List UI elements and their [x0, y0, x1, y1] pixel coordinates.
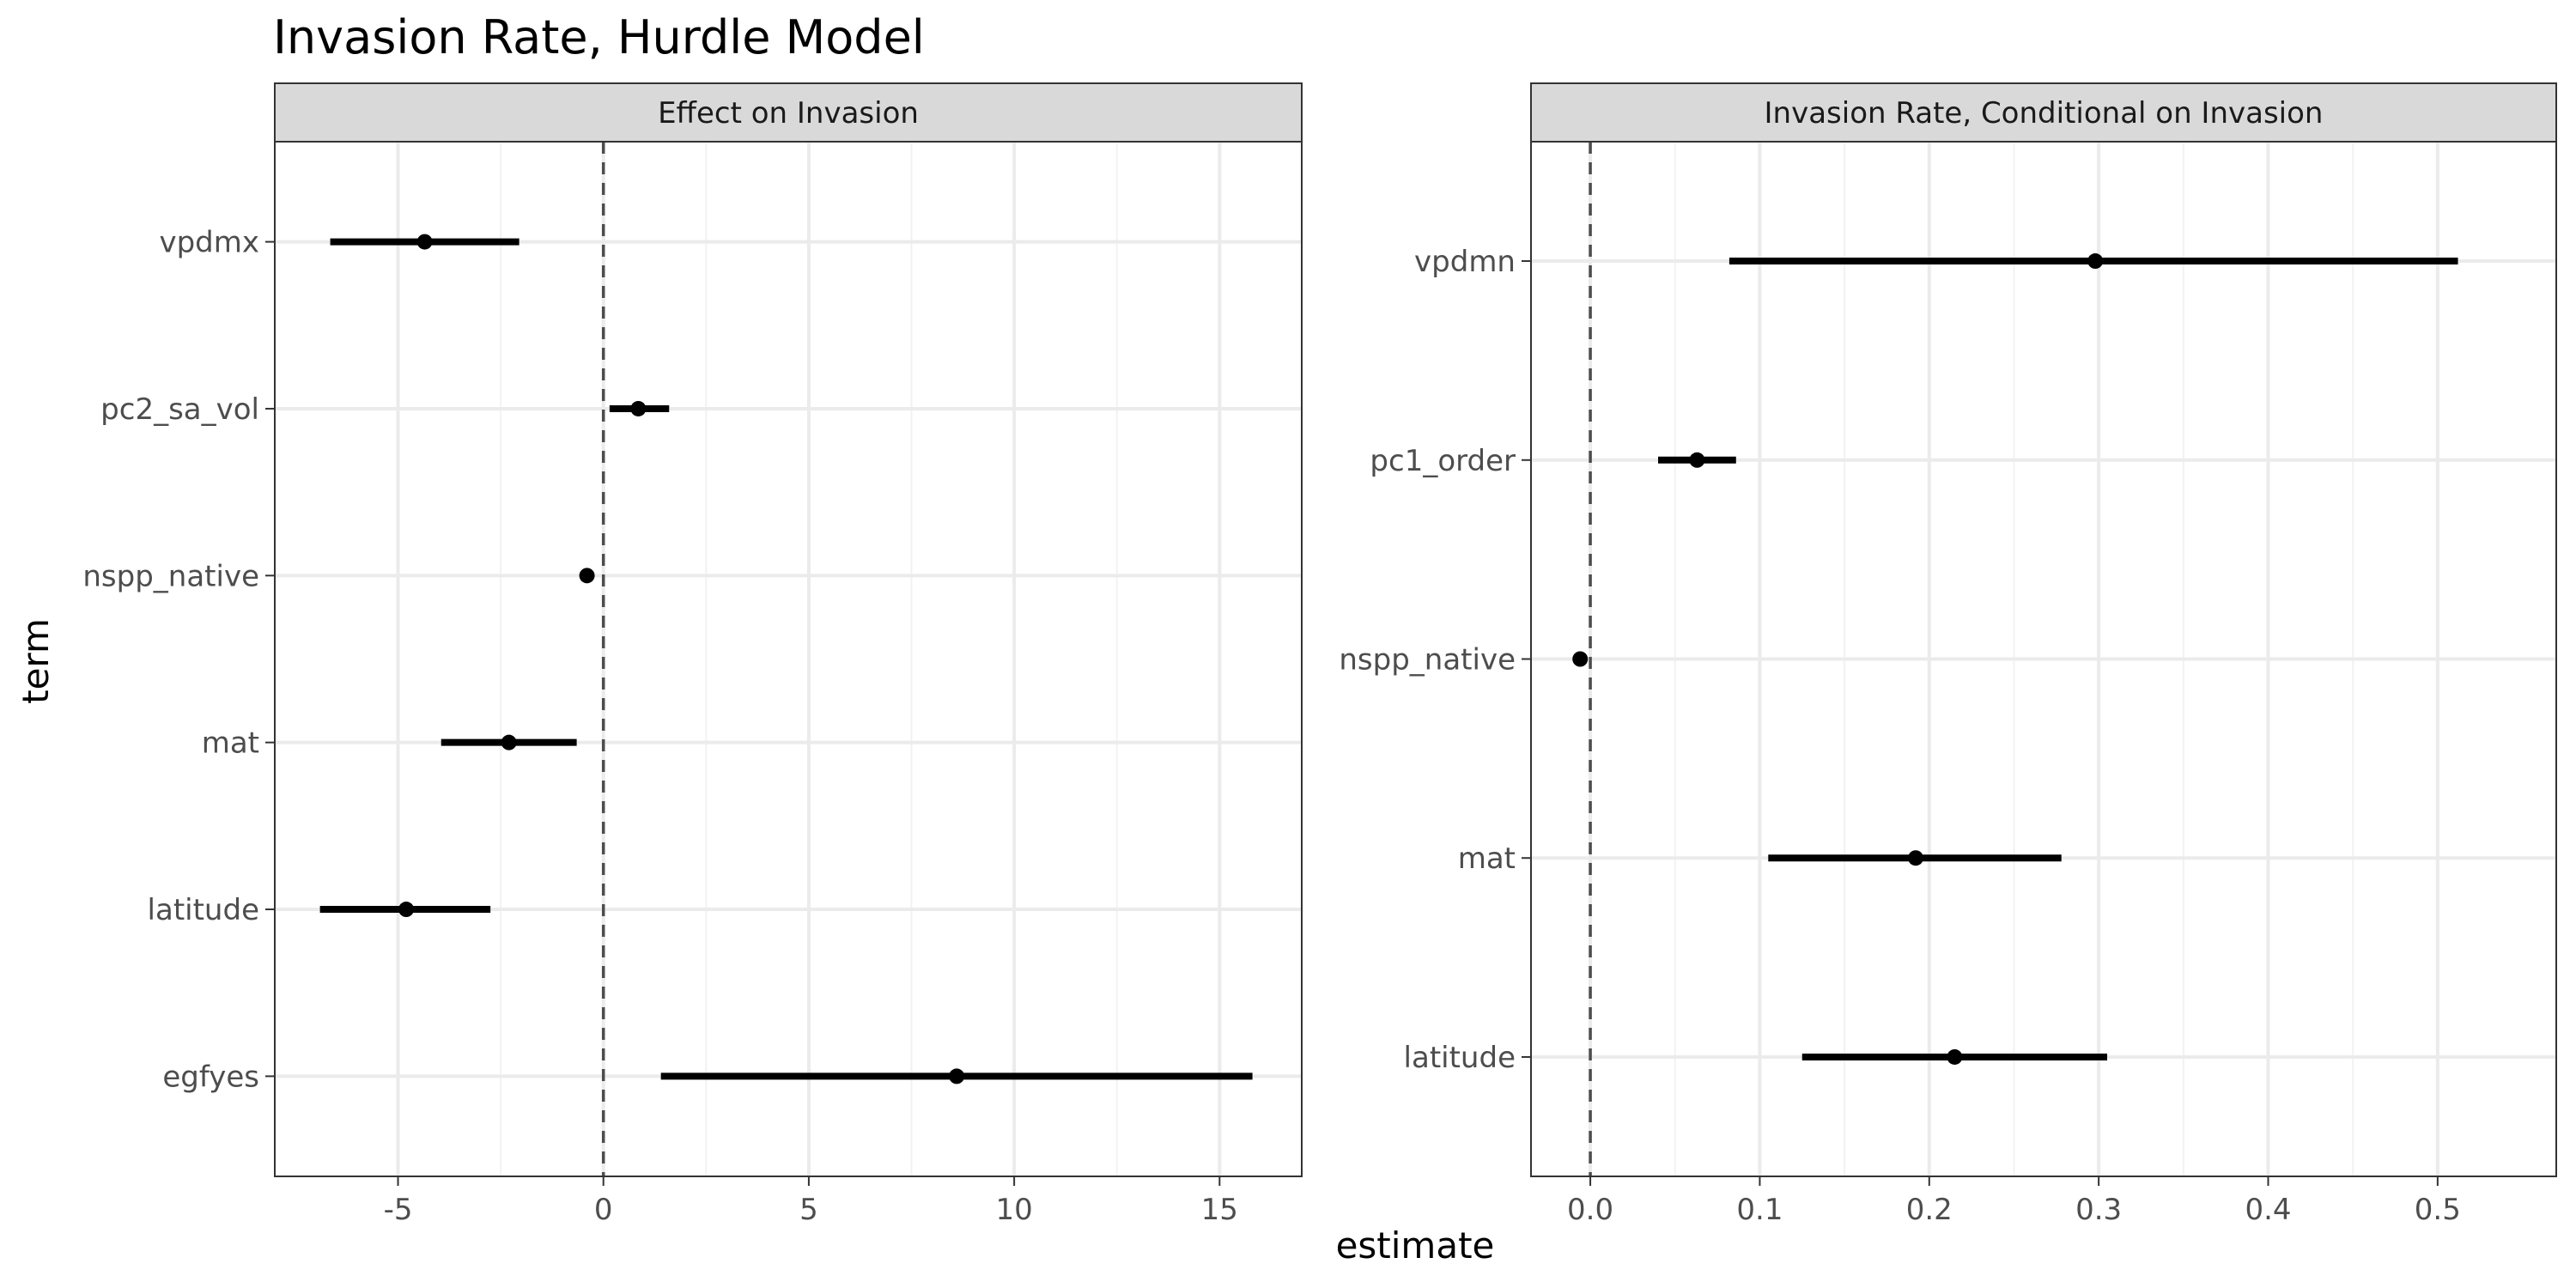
x-tick-label: 5 — [799, 1193, 818, 1227]
y-tick-label: mat — [202, 726, 259, 761]
y-tick-label: nspp_native — [1339, 643, 1516, 677]
y-tick-label: latitude — [148, 893, 259, 927]
x-tick-label: 0.0 — [1567, 1193, 1613, 1227]
facet-strip — [1530, 82, 2557, 143]
estimate-point — [630, 400, 647, 416]
estimate-point — [2087, 253, 2104, 270]
estimate-point — [1689, 452, 1705, 468]
x-tick-label: 10 — [995, 1193, 1032, 1227]
panel-left: Effect on Invasion egfyes latitude mat nspp_… — [82, 82, 1303, 1227]
y-tick-label: mat — [1458, 841, 1516, 876]
y-tick-label: vpdmn — [1414, 245, 1516, 279]
estimate-point — [1572, 651, 1589, 667]
y-tick-label: egfyes — [162, 1060, 259, 1094]
x-tick-label: 0.2 — [1906, 1193, 1953, 1227]
estimate-point — [579, 568, 595, 584]
y-tick-label: pc2_sa_vol — [100, 392, 259, 427]
estimate-point — [501, 734, 517, 750]
estimate-point — [1947, 1048, 1963, 1065]
x-axis-title: estimate — [1336, 1224, 1495, 1267]
chart-title: Invasion Rate, Hurdle Model — [273, 10, 925, 64]
x-tick-label: 0.1 — [1736, 1193, 1783, 1227]
facet-strip-label: Effect on Invasion — [658, 96, 919, 131]
facet-panels: Effect on Invasion egfyes latitude mat nspp_… — [82, 82, 2557, 1227]
x-tick-label: 0.3 — [2075, 1193, 2122, 1227]
y-tick-label: vpdmx — [159, 226, 259, 260]
estimate-point — [1907, 850, 1923, 866]
y-axis-title: term — [15, 618, 57, 704]
estimate-point — [398, 902, 415, 918]
facet-strip — [274, 82, 1303, 143]
estimate-point — [949, 1068, 965, 1084]
x-tick-label: 0.5 — [2415, 1193, 2461, 1227]
facet-strip-label: Invasion Rate, Conditional on Invasion — [1765, 96, 2324, 131]
x-tick-label: 15 — [1201, 1193, 1238, 1227]
y-tick-label: pc1_order — [1370, 444, 1516, 478]
x-tick-label: 0 — [594, 1193, 613, 1227]
estimate-point — [416, 234, 433, 250]
y-tick-label: latitude — [1404, 1041, 1516, 1075]
y-tick-label: nspp_native — [82, 559, 259, 593]
x-tick-label: -5 — [384, 1193, 413, 1227]
panel-right: Invasion Rate, Conditional on Invasion la… — [1339, 82, 2557, 1227]
panel-background — [275, 142, 1302, 1176]
x-tick-label: 0.4 — [2245, 1193, 2291, 1227]
